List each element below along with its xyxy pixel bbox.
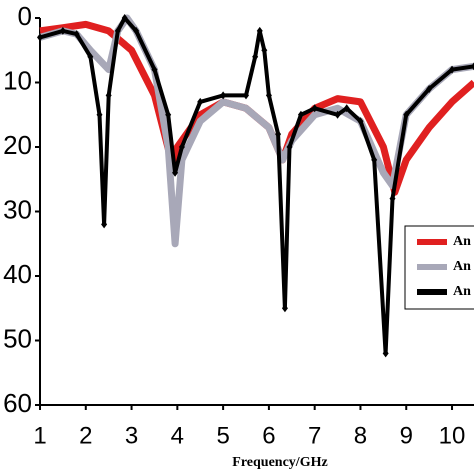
data-point [172, 168, 179, 177]
legend-label: An [453, 259, 471, 274]
x-tick-label: 3 [125, 422, 138, 449]
data-point [101, 220, 108, 229]
data-point [256, 26, 263, 35]
data-point [73, 30, 80, 39]
x-tick-label: 8 [354, 422, 367, 449]
data-point [343, 104, 350, 113]
data-point [59, 26, 66, 35]
data-point [281, 304, 288, 313]
y-tick-label: 10 [3, 65, 32, 95]
data-point [121, 14, 128, 22]
data-point [261, 46, 268, 55]
x-tick-label: 1 [33, 422, 46, 449]
series-line [39, 16, 474, 356]
x-tick-label: 6 [262, 422, 275, 449]
legend-label: An [453, 284, 471, 299]
x-tick-label: 9 [400, 422, 413, 449]
x-tick-label: 7 [308, 422, 321, 449]
data-point [275, 130, 282, 139]
data-point [133, 26, 140, 35]
data-point [297, 110, 304, 119]
data-point [197, 97, 204, 106]
data-point [178, 143, 185, 151]
data-point [286, 143, 293, 151]
data-point [165, 110, 172, 119]
y-tick-label: 50 [3, 323, 32, 353]
data-point [389, 194, 396, 203]
x-tick-label: 10 [439, 422, 466, 449]
data-point [151, 65, 158, 74]
data-point [87, 52, 94, 61]
data-point [105, 91, 112, 100]
data-point [265, 91, 272, 100]
y-tick-label: 0 [18, 1, 32, 31]
data-point [243, 91, 250, 100]
series-line [39, 14, 474, 248]
data-point [449, 65, 456, 74]
y-tick-label: 40 [3, 259, 32, 289]
data-point [426, 84, 433, 93]
x-tick-label: 2 [79, 422, 92, 449]
data-point [252, 52, 259, 61]
x-tick-label: 5 [216, 422, 229, 449]
data-point [114, 26, 121, 35]
x-tick-label: 4 [171, 422, 184, 449]
legend-label: An [453, 234, 471, 249]
data-point [37, 33, 43, 42]
y-tick-label: 60 [3, 388, 32, 418]
data-point [471, 62, 474, 71]
x-axis-label: Frequency/GHz [232, 455, 327, 470]
data-point [334, 110, 341, 119]
data-point [220, 91, 227, 100]
data-point [311, 104, 318, 113]
y-tick-label: 20 [3, 130, 32, 160]
data-point [357, 117, 364, 126]
data-point [382, 349, 389, 358]
data-point [403, 110, 410, 119]
data-point [371, 155, 378, 164]
data-point [96, 110, 103, 119]
y-tick-label: 30 [3, 194, 32, 224]
